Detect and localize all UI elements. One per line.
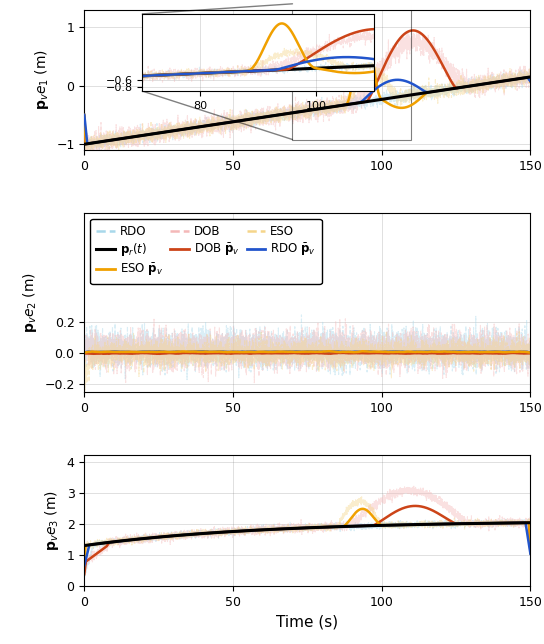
- Bar: [293, 4, 411, 140]
- Y-axis label: $\mathbf{p}_v e_1$ (m): $\mathbf{p}_v e_1$ (m): [33, 50, 51, 110]
- Legend: RDO, $\mathbf{p}_r(t)$, ESO $\bar{\mathbf{p}}_v$, DOB, DOB $\bar{\mathbf{p}}_v$,: RDO, $\mathbf{p}_r(t)$, ESO $\bar{\mathb…: [90, 219, 322, 285]
- X-axis label: Time (s): Time (s): [276, 614, 338, 629]
- Y-axis label: $\mathbf{p}_v e_2$ (m): $\mathbf{p}_v e_2$ (m): [21, 272, 39, 333]
- Y-axis label: $\mathbf{p}_v e_3$ (m): $\mathbf{p}_v e_3$ (m): [43, 490, 61, 551]
